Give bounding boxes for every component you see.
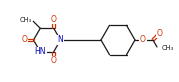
Text: N: N — [58, 36, 63, 45]
Text: O: O — [51, 56, 57, 65]
Text: CH₃: CH₃ — [162, 45, 174, 51]
Text: O: O — [140, 36, 146, 45]
Text: O: O — [51, 15, 57, 24]
Text: HN: HN — [35, 47, 46, 56]
Text: O: O — [21, 36, 27, 45]
Text: CH₃: CH₃ — [19, 17, 31, 23]
Text: O: O — [157, 29, 163, 37]
